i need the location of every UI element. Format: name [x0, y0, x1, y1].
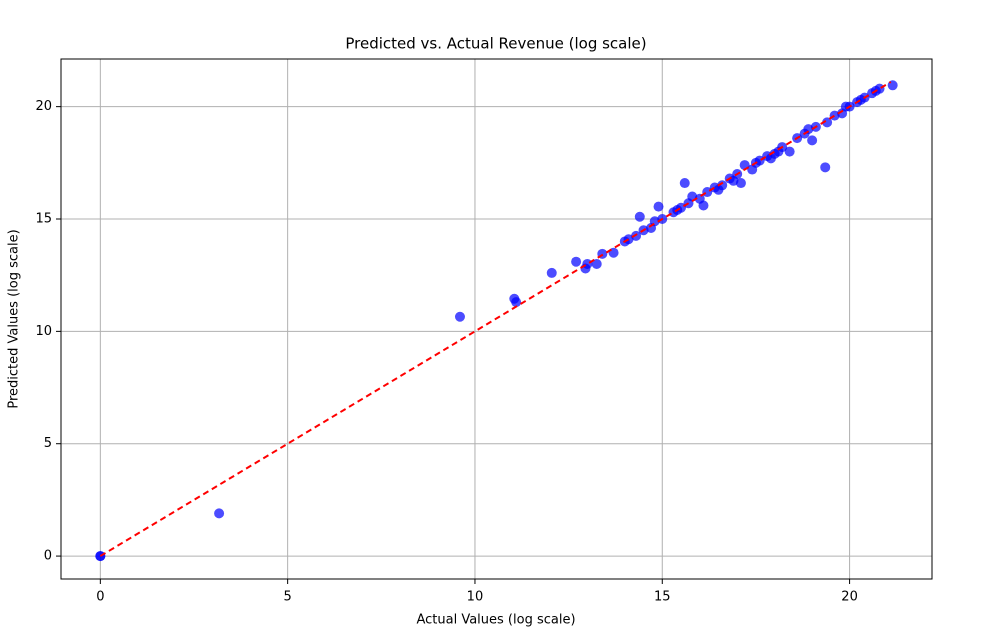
point [582, 258, 593, 269]
point [713, 184, 724, 195]
point [511, 297, 522, 308]
x-tick-label: 20 [841, 590, 858, 605]
point [840, 101, 851, 112]
point [820, 162, 831, 173]
point [653, 201, 664, 212]
x-tick-label: 15 [654, 590, 671, 605]
y-tick-label: 15 [35, 212, 52, 227]
x-tick-label: 10 [467, 590, 484, 605]
point [634, 211, 645, 222]
point [591, 258, 602, 269]
point [803, 124, 814, 135]
point [855, 94, 866, 105]
x-tick-label: 0 [96, 590, 104, 605]
y-tick-label: 10 [35, 324, 52, 339]
y-tick-label: 20 [35, 99, 52, 114]
y-tick-label: 0 [44, 549, 52, 564]
plot-frame [60, 58, 933, 580]
y-tick-label: 5 [44, 436, 52, 451]
point [773, 146, 784, 157]
y-axis-label: Predicted Values (log scale) [7, 229, 22, 408]
x-tick-label: 5 [284, 590, 292, 605]
point [679, 178, 690, 189]
chart-title: Predicted vs. Actual Revenue (log scale) [345, 35, 646, 53]
point [454, 311, 465, 322]
point [765, 153, 776, 164]
x-axis-label: Actual Values (log scale) [416, 613, 575, 628]
point [571, 256, 582, 267]
reference-line [99, 81, 892, 557]
point [214, 508, 225, 519]
point [807, 135, 818, 146]
point [546, 267, 557, 278]
point [698, 200, 709, 211]
point [822, 117, 833, 128]
point [784, 146, 795, 157]
